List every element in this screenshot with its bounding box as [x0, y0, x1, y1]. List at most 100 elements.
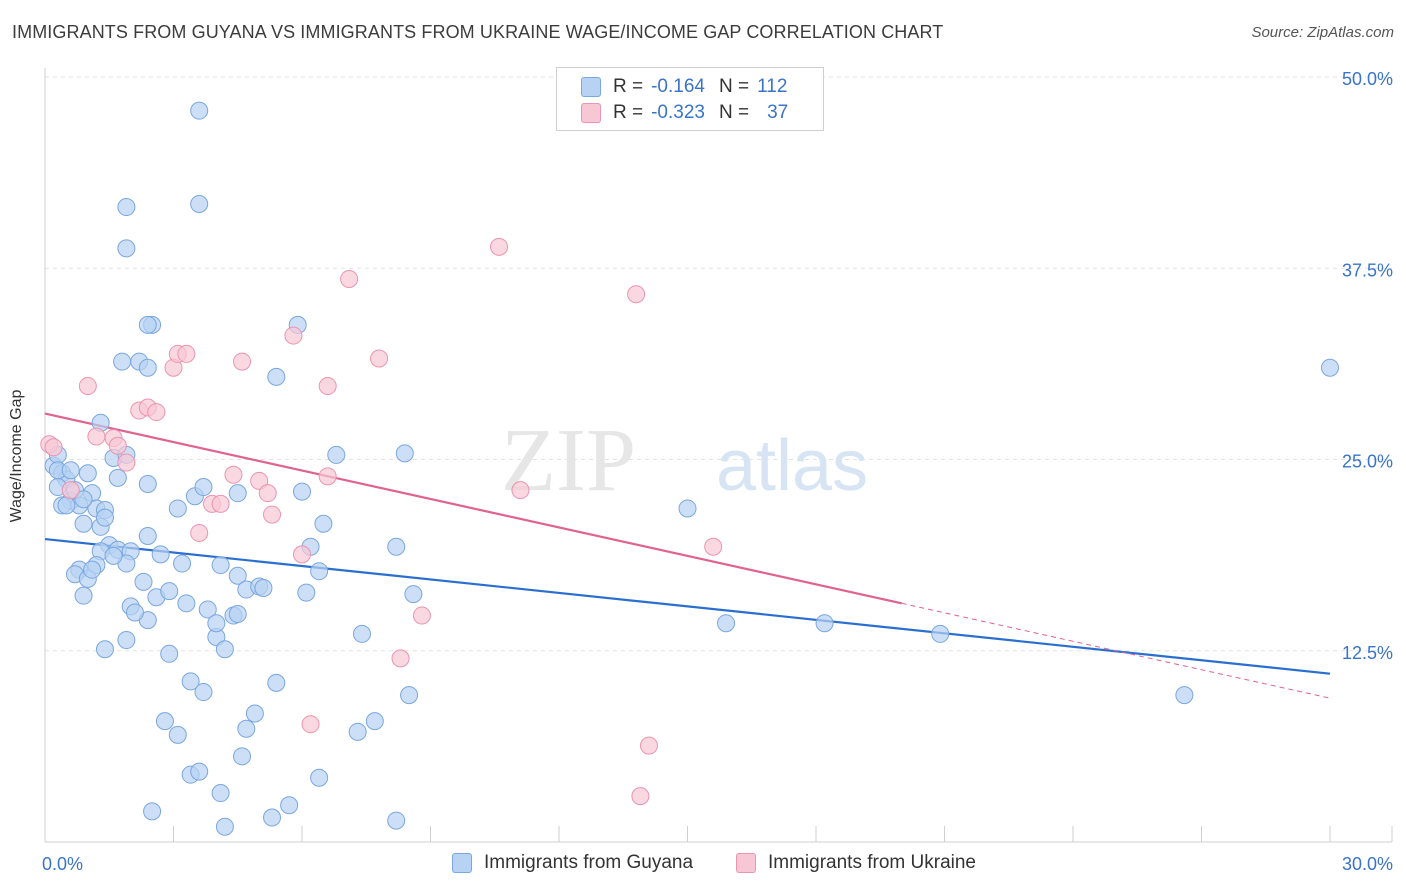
point-guyana — [352, 624, 371, 643]
point-guyana — [168, 499, 187, 518]
point-ukraine — [318, 467, 337, 486]
point-guyana — [117, 631, 136, 650]
point-guyana — [297, 583, 316, 602]
point-ukraine — [704, 537, 723, 556]
stats-legend-row-ukraine: R = -0.323 N = 37 — [581, 101, 788, 125]
point-guyana — [194, 683, 213, 702]
point-guyana — [125, 603, 144, 622]
point-guyana — [95, 640, 114, 659]
stats-legend: R = -0.164 N = 112 R = -0.323 N = 37 — [556, 67, 824, 131]
tick-label-layer: 12.5% 25.0% 37.5% 50.0% 0.0% 30.0% — [42, 69, 1393, 874]
legend-item-guyana[interactable]: Immigrants from Guyana — [452, 852, 693, 874]
point-guyana — [931, 624, 950, 643]
source-label: Source: ZipAtlas.com — [1251, 24, 1394, 41]
point-guyana — [61, 461, 80, 480]
point-guyana — [717, 614, 736, 633]
point-ukraine — [391, 649, 410, 668]
point-ukraine — [211, 494, 230, 513]
point-guyana — [74, 586, 93, 605]
point-guyana — [113, 352, 132, 371]
point-guyana — [74, 490, 93, 509]
legend-item-ukraine[interactable]: Immigrants from Ukraine — [736, 852, 976, 874]
point-ukraine — [250, 471, 269, 490]
point-guyana — [267, 673, 286, 692]
n-label: N = — [718, 102, 750, 123]
point-ukraine — [639, 736, 658, 755]
point-ukraine — [318, 377, 337, 396]
point-ukraine — [301, 715, 320, 734]
point-ukraine — [263, 505, 282, 524]
point-guyana — [215, 640, 234, 659]
point-guyana — [78, 464, 97, 483]
point-guyana — [207, 614, 226, 633]
point-ukraine — [233, 352, 252, 371]
point-guyana — [815, 614, 834, 633]
point-guyana — [143, 802, 162, 821]
point-guyana — [348, 722, 367, 741]
point-guyana — [160, 644, 179, 663]
point-ukraine — [190, 523, 209, 542]
point-guyana — [155, 712, 174, 731]
point-guyana — [228, 566, 247, 585]
n-value: 112 — [757, 76, 788, 97]
point-guyana — [138, 474, 157, 493]
point-guyana — [108, 468, 127, 487]
point-guyana — [83, 560, 102, 579]
n-label: N = — [718, 76, 750, 97]
point-guyana — [387, 811, 406, 830]
point-guyana — [173, 554, 192, 573]
point-guyana — [211, 556, 230, 575]
r-value: -0.323 — [651, 102, 705, 123]
point-ukraine — [44, 438, 63, 457]
point-guyana — [215, 817, 234, 836]
point-ukraine — [117, 453, 136, 472]
point-guyana — [404, 585, 423, 604]
point-ukraine — [177, 344, 196, 363]
point-guyana — [168, 725, 187, 744]
stats-legend-row-guyana: R = -0.164 N = 112 — [581, 75, 787, 99]
chart-title: IMMIGRANTS FROM GUYANA VS IMMIGRANTS FRO… — [12, 22, 944, 42]
point-guyana — [138, 358, 157, 377]
point-guyana — [117, 239, 136, 258]
guyana-legend-swatch — [452, 853, 472, 873]
point-guyana — [190, 194, 209, 213]
point-guyana — [678, 499, 697, 518]
point-guyana — [263, 808, 282, 827]
point-ukraine — [258, 484, 277, 503]
point-ukraine — [224, 465, 243, 484]
point-guyana — [74, 514, 93, 533]
point-guyana — [1175, 686, 1194, 705]
point-ukraine — [370, 349, 389, 368]
point-guyana — [245, 704, 264, 723]
y-tick-label: 37.5% — [1342, 260, 1393, 280]
point-ukraine — [340, 269, 359, 288]
y-tick-label: 50.0% — [1342, 69, 1393, 89]
point-guyana — [134, 572, 153, 591]
point-ukraine — [627, 285, 646, 304]
point-ukraine — [490, 237, 509, 256]
point-guyana — [365, 712, 384, 731]
watermark: ZIP atlas — [501, 411, 868, 510]
point-ukraine — [511, 481, 530, 500]
ukraine-swatch — [581, 103, 601, 123]
point-guyana — [95, 508, 114, 527]
point-guyana — [280, 796, 299, 815]
point-guyana — [254, 579, 273, 598]
trendline-ukraine-extension — [901, 602, 1331, 699]
point-guyana — [267, 367, 286, 386]
y-tick-label: 25.0% — [1342, 452, 1393, 472]
point-guyana — [190, 101, 209, 120]
point-guyana — [138, 315, 157, 334]
point-ukraine — [412, 606, 431, 625]
point-guyana — [198, 600, 217, 619]
r-value: -0.164 — [651, 76, 705, 97]
point-guyana — [228, 605, 247, 624]
point-ukraine — [631, 787, 650, 806]
point-guyana — [293, 482, 311, 501]
point-guyana — [211, 784, 230, 803]
trendline-ukraine — [44, 412, 902, 605]
point-guyana — [237, 719, 256, 738]
point-guyana — [117, 198, 136, 217]
point-ukraine — [284, 326, 303, 345]
